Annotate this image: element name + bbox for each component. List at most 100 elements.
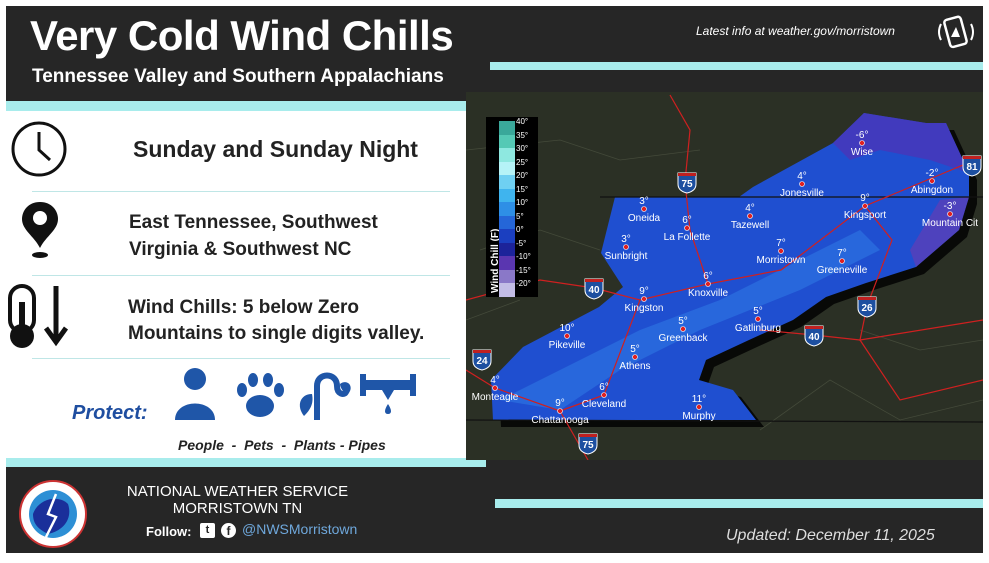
- legend-tick: 25°: [516, 157, 529, 167]
- city-temp: 6°: [599, 382, 609, 393]
- city-dot: [564, 333, 570, 339]
- interstate-shield: 81: [962, 155, 982, 177]
- protect-icons: [175, 368, 416, 420]
- interstate-shield: 40: [584, 278, 604, 300]
- interstate-shield: 75: [677, 172, 697, 194]
- accent-stripe: [495, 499, 983, 508]
- legend-swatch: [499, 161, 515, 175]
- city-temp: 6°: [703, 271, 713, 282]
- city-marker: -2° Abingdon: [911, 168, 953, 196]
- city-marker: 4° Monteagle: [472, 375, 519, 403]
- legend-tick: 0°: [516, 225, 524, 234]
- interstate-shield: 26: [857, 296, 877, 318]
- city-temp: 3°: [621, 234, 631, 245]
- city-dot: [680, 326, 686, 332]
- accent-stripe: [6, 458, 486, 467]
- city-marker: 11° Murphy: [682, 394, 715, 422]
- city-dot: [696, 404, 702, 410]
- legend-swatch: [499, 269, 515, 283]
- legend-tick: -20°: [516, 279, 531, 288]
- legend-swatch: [499, 202, 515, 216]
- page-subtitle: Tennessee Valley and Southern Appalachia…: [32, 66, 444, 87]
- legend-tick: 10°: [516, 198, 529, 207]
- legend-swatch: [499, 229, 515, 243]
- interstate-shield: 75: [578, 433, 598, 455]
- city-name: Abingdon: [911, 185, 953, 196]
- city-temp: -2°: [926, 168, 939, 179]
- page-title: Very Cold Wind Chills: [30, 12, 454, 59]
- facebook-icon[interactable]: f: [221, 523, 236, 538]
- interstate-shield: 24: [472, 349, 492, 371]
- divider: [32, 358, 450, 359]
- legend-tick: 40°: [516, 117, 529, 126]
- city-name: Greenback: [659, 333, 709, 344]
- city-name: Pikeville: [549, 340, 586, 351]
- org-line: MORRISTOWN TN: [172, 500, 303, 517]
- frozen-pipe-icon: [360, 374, 416, 414]
- city-dot: [705, 281, 711, 287]
- city-name: Monteagle: [472, 392, 519, 403]
- interstate-number: 75: [681, 179, 693, 190]
- interstate-number: 24: [476, 356, 488, 367]
- city-dot: [492, 385, 498, 391]
- city-dot: [557, 408, 563, 414]
- social-handle[interactable]: @NWSMorristown: [242, 521, 358, 537]
- city-name: Jonesville: [780, 188, 824, 199]
- paw-icon: [237, 373, 284, 417]
- interstate-number: 40: [588, 285, 600, 296]
- city-name: Knoxville: [688, 288, 728, 299]
- city-dot: [684, 225, 690, 231]
- impact-text: Wind Chills: 5 below Zero Mountains to s…: [128, 295, 424, 347]
- city-temp: 4°: [745, 203, 755, 214]
- city-marker: 5° Athens: [619, 344, 650, 372]
- legend-tick: 5°: [516, 211, 524, 221]
- divider: [32, 275, 450, 276]
- accent-stripe: [490, 62, 983, 70]
- city-dot: [862, 203, 868, 209]
- city-marker: 9° Kingston: [625, 286, 664, 314]
- impact-line: Wind Chills: 5 below Zero: [128, 297, 360, 318]
- city-name: Cleveland: [582, 399, 626, 410]
- city-dot: [641, 296, 647, 302]
- twitter-icon[interactable]: t: [200, 523, 215, 538]
- legend-swatch: [499, 148, 515, 162]
- city-name: Athens: [619, 361, 650, 372]
- city-dot: [623, 244, 629, 250]
- city-marker: -6° Wise: [851, 130, 874, 158]
- city-name: Murphy: [682, 411, 715, 422]
- city-name: Tazewell: [731, 220, 769, 231]
- city-name: Sunbright: [605, 251, 648, 262]
- city-marker: 4° Tazewell: [731, 203, 769, 231]
- legend-tick: -5°: [516, 238, 527, 248]
- city-dot: [947, 211, 953, 217]
- city-name: Oneida: [628, 213, 661, 224]
- city-name: Wise: [851, 147, 874, 158]
- city-marker: 6° La Follette: [664, 215, 711, 243]
- divider: [32, 191, 450, 192]
- interstate-number: 75: [582, 440, 594, 451]
- city-dot: [632, 354, 638, 360]
- legend-tick: 35°: [516, 130, 529, 140]
- latest-info-link[interactable]: Latest info at weather.gov/morristown: [696, 24, 895, 38]
- city-temp: 5°: [678, 316, 688, 327]
- mobile-alert-icon: [938, 15, 974, 49]
- protect-items: People - Pets - Plants - Pipes: [178, 437, 386, 453]
- city-dot: [641, 206, 647, 212]
- legend-tick: 20°: [516, 171, 529, 180]
- city-dot: [747, 213, 753, 219]
- protect-label: Protect:: [72, 402, 148, 424]
- city-temp: -3°: [944, 201, 957, 212]
- city-dot: [799, 181, 805, 187]
- impact-line: Mountains to single digits valley.: [128, 323, 425, 344]
- city-name: Gatlinburg: [735, 323, 781, 334]
- city-temp: 3°: [639, 196, 649, 207]
- city-marker: 5° Gatlinburg: [735, 306, 781, 334]
- legend-tick: -10°: [516, 252, 531, 261]
- city-temp: 4°: [490, 375, 500, 386]
- legend-tick: 15°: [516, 184, 529, 194]
- city-marker: -3° Mountain Cit: [922, 201, 978, 229]
- city-temp: 9°: [555, 398, 565, 409]
- legend-swatch: [499, 215, 515, 229]
- city-temp: 11°: [692, 394, 706, 405]
- city-name: Mountain Cit: [922, 218, 978, 229]
